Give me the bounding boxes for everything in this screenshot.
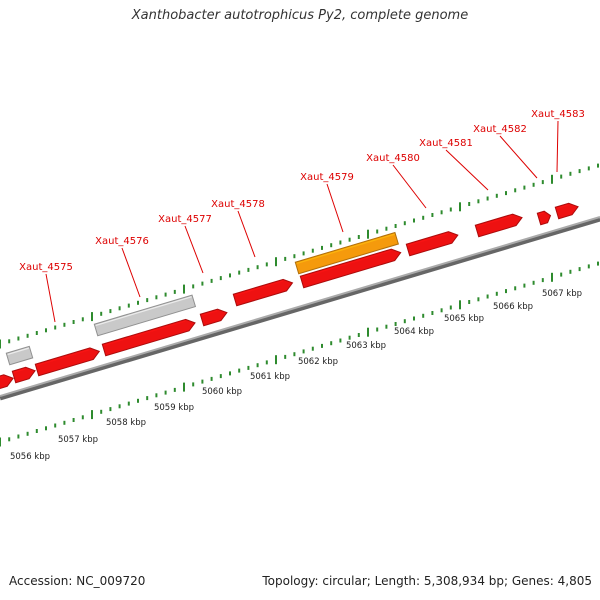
gene-highlight <box>201 310 218 316</box>
gene-labels: Xaut_4575 Xaut_4576 Xaut_4577 Xaut_4578 Xaut… <box>19 109 585 323</box>
ruler-label: 5066 kbp <box>493 302 533 312</box>
gene-feature[interactable] <box>101 317 196 357</box>
gene-body <box>0 374 14 391</box>
ruler-label: 5056 kbp <box>10 452 50 462</box>
ruler-label: 5057 kbp <box>58 435 98 445</box>
gene-leader-line <box>184 225 204 274</box>
gene-feature[interactable] <box>536 210 552 226</box>
gene-highlight <box>296 233 395 264</box>
gene-feature[interactable] <box>405 229 459 257</box>
gene-body <box>554 202 579 220</box>
gene-feature[interactable] <box>474 212 523 238</box>
gene-highlight <box>234 280 283 296</box>
gene-body <box>405 231 459 257</box>
backbone-line <box>0 216 600 397</box>
highlighted-gene-feature[interactable] <box>294 231 399 275</box>
gene-leader-line <box>121 247 141 298</box>
gene-leader-line <box>326 183 344 233</box>
gene-body <box>294 231 399 275</box>
ruler-labels: 5056 kbp 5057 kbp 5058 kbp 5059 kbp 5060 kbp… <box>10 289 582 462</box>
ruler-label: 5059 kbp <box>154 403 194 413</box>
gene-highlight <box>0 375 4 380</box>
gene-body <box>232 278 294 307</box>
gene-body <box>299 248 402 289</box>
genome-summary-text: Topology: circular; Length: 5,308,934 bp… <box>262 574 592 588</box>
gene-feature[interactable] <box>554 201 580 220</box>
ruler-label: 5067 kbp <box>542 289 582 299</box>
gene-label[interactable]: Xaut_4583 <box>531 109 585 120</box>
gene-body <box>5 345 34 366</box>
gene-leader-line <box>556 120 559 173</box>
gene-body <box>474 213 523 238</box>
gene-feature[interactable] <box>11 365 37 384</box>
gene-label[interactable]: Xaut_4581 <box>419 138 473 149</box>
ruler-label: 5065 kbp <box>444 314 484 324</box>
gene-features <box>0 201 580 391</box>
gene-highlight <box>476 215 513 227</box>
backbone-shadow <box>0 216 600 401</box>
ruler-label: 5060 kbp <box>202 387 242 397</box>
rna-gene-feature[interactable] <box>5 345 34 366</box>
gene-highlight <box>407 232 449 246</box>
gene-leader-line <box>45 273 56 323</box>
gene-label[interactable]: Xaut_4578 <box>211 199 265 210</box>
genome-title: Xanthobacter autotrophicus Py2, complete… <box>131 8 469 23</box>
tick-marks <box>0 163 599 447</box>
gene-body <box>93 294 197 337</box>
gene-leader-line <box>445 149 489 191</box>
gene-body <box>199 308 228 327</box>
gene-highlight <box>103 320 186 346</box>
ruler-label: 5061 kbp <box>250 372 290 382</box>
ruler-label: 5064 kbp <box>394 327 434 337</box>
gene-body <box>34 347 101 377</box>
gene-feature[interactable] <box>0 373 15 391</box>
gene-highlight <box>556 204 569 209</box>
gene-label[interactable]: Xaut_4582 <box>473 124 527 135</box>
ruler-label: 5058 kbp <box>106 418 146 428</box>
gene-highlight <box>301 250 391 278</box>
gene-highlight <box>13 368 26 373</box>
accession-text: Accession: NC_009720 <box>9 574 146 588</box>
gene-label[interactable]: Xaut_4576 <box>95 236 149 247</box>
gene-leader-line <box>392 164 427 209</box>
rna-gene-feature[interactable] <box>93 294 197 337</box>
gene-leader-line <box>237 210 256 258</box>
gene-feature[interactable] <box>232 277 294 307</box>
gene-feature[interactable] <box>34 346 101 377</box>
gene-label[interactable]: Xaut_4580 <box>366 153 420 164</box>
gene-leader-line <box>499 135 538 179</box>
ruler-label: 5063 kbp <box>346 341 386 351</box>
gene-label[interactable]: Xaut_4579 <box>300 172 354 183</box>
gene-label[interactable]: Xaut_4577 <box>158 214 212 225</box>
gene-feature[interactable] <box>299 247 402 289</box>
ruler-label: 5062 kbp <box>298 357 338 367</box>
gene-highlight <box>36 349 90 366</box>
gene-highlight <box>7 347 29 355</box>
gene-highlight <box>95 296 192 326</box>
gene-body <box>11 366 36 384</box>
gene-body <box>101 318 196 357</box>
gene-label[interactable]: Xaut_4575 <box>19 262 73 273</box>
gene-body <box>536 210 552 226</box>
gene-highlight <box>538 212 544 215</box>
gene-feature[interactable] <box>199 307 228 327</box>
